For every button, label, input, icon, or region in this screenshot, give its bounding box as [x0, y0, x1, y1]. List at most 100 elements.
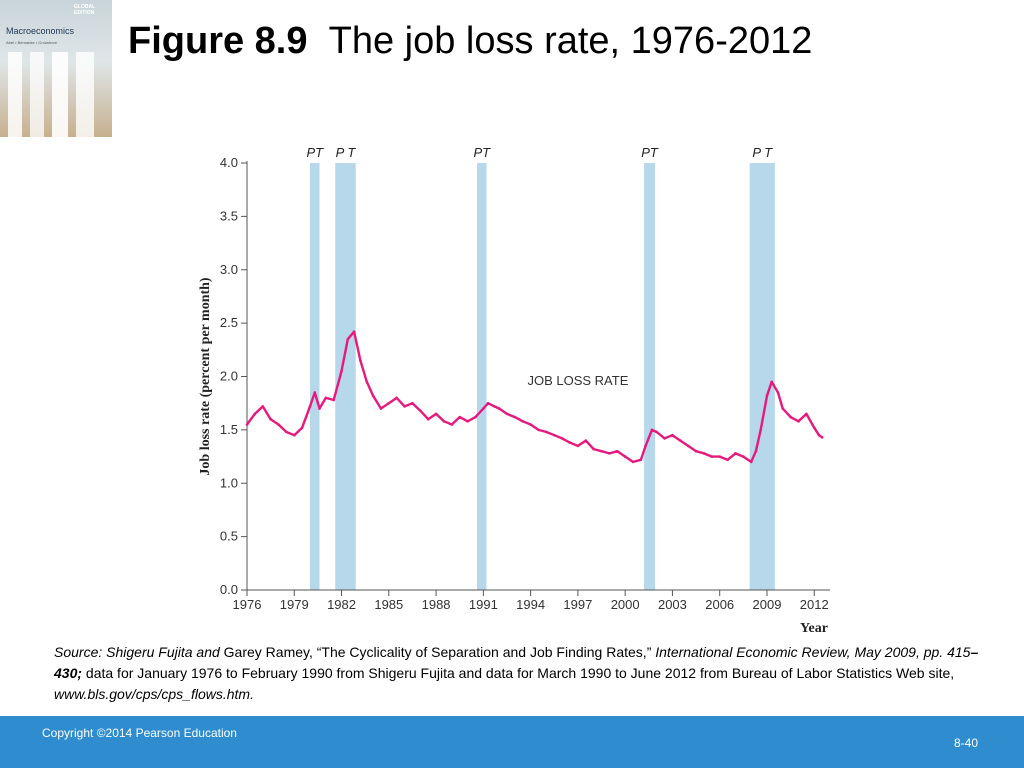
series-point-0-29 [458, 415, 462, 419]
recession-label-2: PT [473, 145, 491, 160]
series-point-0-39 [529, 423, 532, 426]
series-line-0 [246, 330, 823, 464]
copyright-text: Copyright ©2014 Pearson Education [42, 726, 237, 740]
recession-band-4 [749, 163, 775, 590]
x-tick-label-3: 1985 [374, 597, 403, 612]
y-tick-label-0: 0.0 [220, 582, 238, 597]
series-point-0-63 [710, 455, 714, 458]
series-point-0-45 [576, 444, 580, 448]
series-point-0-70 [759, 428, 762, 432]
series-point-0-12 [332, 398, 335, 402]
series-point-0-24 [419, 409, 422, 412]
figure-number: Figure 8.9 [128, 20, 308, 62]
series-point-0-31 [474, 415, 477, 419]
series-label: JOB LOSS RATE [527, 373, 628, 388]
series-point-0-60 [686, 444, 690, 448]
series-point-0-41 [545, 430, 548, 434]
x-tick-label-9: 2003 [658, 597, 687, 612]
series-point-0-57 [663, 437, 666, 440]
series-point-0-65 [726, 458, 729, 462]
job-loss-rate-chart: PT P T PT PT P T 0.0 0.5 1.0 1.5 2.0 2.5 3.0 3.5 4.0 1… [198, 145, 830, 636]
series-point-0-58 [671, 433, 674, 437]
recession-band-2 [477, 163, 487, 590]
series-point-0-0 [245, 423, 249, 426]
series-point-0-3 [269, 417, 272, 421]
series-point-0-18 [371, 394, 375, 398]
source-text-6: www.bls.gov/cps/cps_flows.htm. [54, 686, 254, 702]
x-tick-label-4: 1988 [422, 597, 451, 612]
y-axis-label: Job loss rate (percent per month) [198, 277, 213, 476]
recession-label-3: PT [641, 145, 659, 160]
figure-title: The job loss rate, 1976-2012 [328, 20, 813, 62]
series-point-0-64 [718, 455, 722, 458]
series-point-0-66 [734, 452, 737, 455]
series-point-0-43 [560, 437, 564, 440]
book-cover-pillars [0, 52, 112, 137]
recession-band-3 [644, 163, 656, 590]
series-point-0-14 [346, 337, 350, 341]
series-point-0-68 [749, 460, 753, 464]
x-tick-label-11: 2009 [753, 597, 782, 612]
y-tick-label-4: 2.0 [220, 369, 238, 384]
series-point-0-34 [493, 405, 496, 408]
series-point-0-40 [537, 428, 540, 432]
recession-band-1 [335, 163, 356, 590]
series-point-0-20 [387, 401, 391, 405]
x-tick-label-5: 1991 [469, 597, 498, 612]
series-point-0-44 [568, 441, 572, 444]
series-point-0-10 [318, 407, 321, 410]
series-point-0-76 [797, 420, 800, 423]
series-point-0-13 [340, 369, 343, 373]
series-point-0-50 [615, 449, 619, 453]
series-point-0-62 [702, 452, 706, 455]
source-note: Source: Shigeru Fujita and Garey Ramey, … [54, 642, 984, 705]
source-text-1: Source: Shigeru Fujita and [54, 644, 224, 660]
series-point-0-15 [352, 330, 356, 333]
x-tick-label-7: 1997 [563, 597, 592, 612]
series-point-0-25 [426, 417, 430, 421]
series-point-0-17 [365, 380, 369, 384]
series-point-0-19 [379, 407, 383, 410]
series-point-0-35 [497, 407, 501, 410]
series-point-0-73 [776, 391, 780, 394]
x-axis-label: Year [800, 621, 828, 636]
series-point-0-37 [513, 415, 517, 419]
series-point-0-38 [521, 420, 525, 423]
series-point-0-16 [359, 359, 362, 362]
book-title: Macroeconomics [6, 26, 75, 36]
series-point-0-8 [308, 405, 312, 408]
series-point-0-42 [552, 433, 556, 437]
series-point-0-27 [442, 420, 446, 423]
series-point-0-6 [292, 433, 296, 437]
page-number: 8-40 [953, 736, 978, 750]
x-tick-label-12: 2012 [800, 597, 829, 612]
series-point-0-46 [584, 439, 588, 442]
x-tick-label-0: 1976 [233, 597, 262, 612]
x-tick-label-2: 1982 [327, 597, 356, 612]
y-tick-label-8: 4.0 [220, 155, 238, 170]
source-text-3: International Economic Review, May 2009,… [655, 644, 971, 660]
y-tick-label-2: 1.0 [220, 475, 238, 490]
series-point-0-61 [694, 449, 698, 453]
series-point-0-69 [754, 449, 758, 453]
series-point-0-36 [505, 412, 509, 416]
series-point-0-71 [765, 394, 769, 398]
series-point-0-78 [812, 426, 816, 430]
series-point-0-33 [486, 401, 490, 405]
source-text-2: Garey Ramey, “The Cyclicality of Separat… [223, 644, 656, 660]
slide-title: Figure 8.9 The job loss rate, 1976-2012 [128, 18, 1008, 64]
y-tick-label-7: 3.5 [220, 208, 238, 223]
series-point-0-79 [817, 433, 821, 437]
series-point-0-54 [644, 444, 647, 448]
series-point-0-47 [592, 447, 595, 451]
series-point-0-7 [300, 426, 304, 430]
series-point-0-28 [450, 423, 454, 426]
series-point-0-48 [600, 449, 603, 453]
series-point-0-74 [781, 407, 785, 410]
series-point-0-55 [650, 428, 654, 432]
series-point-0-4 [277, 423, 280, 426]
series-point-0-67 [742, 455, 745, 458]
series-point-0-80 [820, 436, 824, 439]
x-tick-label-8: 2000 [611, 597, 640, 612]
x-tick-label-1: 1979 [280, 597, 309, 612]
